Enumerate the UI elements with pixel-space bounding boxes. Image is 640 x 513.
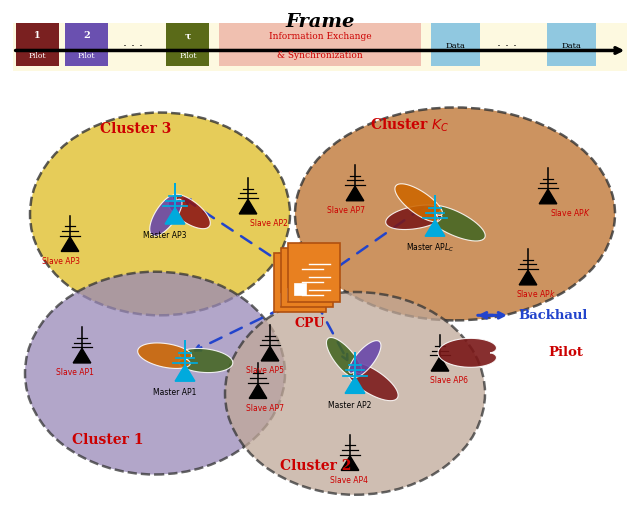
Polygon shape [345, 377, 365, 393]
FancyBboxPatch shape [288, 243, 340, 302]
Text: Master AP$L_C$: Master AP$L_C$ [406, 242, 454, 254]
FancyBboxPatch shape [65, 23, 108, 66]
Text: Pilot: Pilot [179, 52, 196, 60]
Polygon shape [348, 363, 398, 401]
FancyBboxPatch shape [219, 23, 421, 66]
Polygon shape [61, 237, 79, 251]
Polygon shape [349, 341, 381, 377]
Polygon shape [341, 456, 359, 470]
FancyBboxPatch shape [294, 283, 306, 295]
Polygon shape [150, 195, 182, 236]
Polygon shape [261, 346, 279, 361]
Polygon shape [540, 189, 557, 204]
FancyBboxPatch shape [16, 23, 59, 66]
Text: · · ·: · · · [123, 41, 143, 53]
FancyBboxPatch shape [280, 293, 292, 305]
Text: Cluster 1: Cluster 1 [72, 433, 143, 447]
Text: Backhaul: Backhaul [518, 309, 588, 322]
Polygon shape [249, 384, 267, 399]
Text: 2: 2 [83, 31, 90, 40]
Text: Data: Data [445, 42, 465, 50]
Text: Pilot: Pilot [78, 52, 95, 60]
Text: Slave AP3: Slave AP3 [42, 256, 80, 266]
Text: & Synchronization: & Synchronization [277, 51, 363, 60]
Text: Data: Data [562, 42, 582, 50]
Polygon shape [425, 220, 445, 236]
FancyBboxPatch shape [13, 23, 627, 71]
Ellipse shape [30, 112, 290, 315]
Polygon shape [179, 348, 233, 372]
Text: Slave AP7: Slave AP7 [327, 206, 365, 215]
Polygon shape [168, 194, 211, 229]
FancyBboxPatch shape [281, 248, 333, 307]
Polygon shape [175, 365, 195, 381]
Text: Master AP1: Master AP1 [154, 388, 196, 398]
Text: Slave AP$k$: Slave AP$k$ [516, 288, 556, 299]
Text: Slave AP7: Slave AP7 [246, 404, 284, 412]
Text: Information Exchange: Information Exchange [269, 32, 371, 41]
Text: · · ·: · · · [497, 40, 517, 53]
Polygon shape [165, 208, 185, 224]
Text: Slave AP$K$: Slave AP$K$ [550, 207, 591, 218]
Text: Master AP2: Master AP2 [328, 401, 372, 409]
Text: Slave AP6: Slave AP6 [430, 376, 468, 385]
Polygon shape [519, 270, 537, 285]
Polygon shape [431, 357, 449, 371]
Text: CPU: CPU [295, 318, 325, 330]
Polygon shape [346, 186, 364, 201]
Text: 1: 1 [34, 31, 41, 40]
Polygon shape [138, 343, 191, 368]
FancyBboxPatch shape [274, 253, 326, 312]
Text: Master AP3: Master AP3 [143, 231, 187, 240]
Polygon shape [326, 338, 362, 378]
FancyBboxPatch shape [166, 23, 209, 66]
Text: Pilot: Pilot [548, 346, 583, 359]
Text: Cluster $K_C$: Cluster $K_C$ [370, 117, 449, 134]
FancyBboxPatch shape [287, 288, 299, 300]
Polygon shape [427, 206, 485, 241]
Ellipse shape [225, 292, 485, 495]
Ellipse shape [295, 108, 615, 321]
Polygon shape [438, 339, 497, 367]
Text: Cluster 3: Cluster 3 [100, 122, 172, 136]
Polygon shape [386, 205, 442, 229]
Polygon shape [395, 184, 442, 222]
Text: Cluster 2: Cluster 2 [280, 460, 351, 473]
Polygon shape [73, 348, 91, 363]
Text: Slave AP4: Slave AP4 [330, 476, 368, 485]
FancyBboxPatch shape [547, 23, 596, 66]
Ellipse shape [25, 272, 285, 475]
Text: Frame: Frame [285, 13, 355, 31]
FancyBboxPatch shape [431, 23, 480, 66]
Text: Slave AP5: Slave AP5 [246, 366, 284, 375]
Polygon shape [239, 200, 257, 214]
Text: Pilot: Pilot [29, 52, 46, 60]
Text: τ: τ [185, 31, 191, 40]
Text: Slave AP1: Slave AP1 [56, 368, 94, 377]
Text: Slave AP2: Slave AP2 [250, 219, 288, 228]
